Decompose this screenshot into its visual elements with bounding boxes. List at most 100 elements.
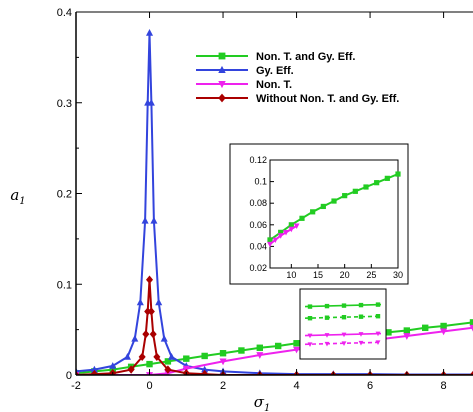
data-point (164, 358, 172, 365)
zoom-data-point (375, 314, 381, 319)
data-point (136, 298, 144, 306)
data-point (168, 353, 176, 360)
zoom-data-point (307, 304, 313, 309)
inset-data-point (267, 237, 273, 243)
inset-y-tick-label: 0.06 (249, 220, 267, 230)
data-point (219, 350, 227, 357)
series-line (76, 321, 473, 375)
inset-data-point (299, 215, 305, 221)
zoom-data-point (358, 332, 364, 337)
data-point (147, 98, 155, 106)
inset-x-tick-label: 30 (393, 270, 403, 280)
y-tick-label: 0 (66, 370, 72, 382)
data-point (155, 298, 163, 306)
inset-data-point (310, 209, 316, 215)
data-point (385, 329, 392, 336)
y-tick-label: 0.1 (57, 279, 72, 291)
inset-data-point (374, 180, 380, 186)
zoom-data-point (341, 303, 347, 308)
data-point (145, 29, 154, 36)
zoom-data-point (375, 340, 381, 345)
data-point (201, 352, 208, 360)
zoom-data-point (375, 302, 381, 307)
x-tick-label: 2 (220, 380, 226, 392)
legend-label: Without Non. T. and Gy. Eff. (256, 93, 399, 105)
legend: Non. T. and Gy. Eff. Gy. Eff. Non. T. Witho… (196, 51, 399, 105)
y-axis-title: a1 (10, 186, 25, 207)
data-point (127, 365, 135, 374)
data-point (138, 352, 146, 362)
zoom-data-point (375, 331, 381, 337)
legend-label: Non. T. (256, 79, 292, 91)
x-tick-label: 8 (441, 380, 447, 392)
inset-data-point (288, 226, 295, 233)
inset-chart: 10 15 20 25 30 0.02 0.04 0.06 0.08 0.1 0.12 (229, 143, 409, 285)
legend-marker (218, 93, 226, 103)
inset-y-tick-label: 0.02 (249, 263, 267, 273)
x-tick-label: 6 (367, 380, 373, 392)
x-axis-title: σ1 (254, 393, 271, 412)
inset-y-tick-label: 0.08 (249, 198, 267, 208)
series-line (76, 279, 473, 375)
inset-x-tick-label: 25 (366, 270, 376, 280)
zoom-data-point (324, 333, 330, 338)
data-point (201, 369, 209, 375)
data-point (164, 365, 172, 374)
data-point (150, 216, 158, 224)
data-point (469, 319, 473, 326)
zoom-data-point (307, 333, 313, 339)
data-point (422, 324, 429, 332)
inset-data-point (363, 184, 369, 190)
inset-data-point (384, 175, 390, 181)
data-point (90, 365, 98, 373)
zoom-data-point (341, 332, 347, 338)
y-tick-label: 0.2 (57, 189, 72, 201)
axes-layer: -2 0 2 4 6 800.10.20.30.4 (57, 7, 473, 392)
data-point (160, 334, 168, 342)
data-point (76, 370, 80, 375)
inset-axes (269, 159, 399, 269)
inset-y-tick-label: 0.12 (249, 155, 267, 165)
y-tick-label: 0.3 (57, 98, 72, 110)
inset-x-tick-label: 15 (313, 270, 323, 280)
zoom-data-point (358, 302, 364, 308)
legend-marker (218, 80, 226, 89)
zoom-data-point (341, 315, 347, 320)
legend-marker (218, 52, 226, 60)
data-point (147, 307, 155, 316)
data-point (403, 333, 411, 340)
data-point (403, 327, 411, 334)
data-point (440, 328, 448, 336)
inset-x-tick-label: 20 (340, 270, 350, 280)
data-point (183, 355, 190, 362)
legend-marker (218, 65, 226, 74)
data-point (256, 344, 263, 351)
inset-data-point (277, 233, 284, 239)
data-point (274, 342, 282, 350)
data-point (144, 307, 152, 316)
zoom-data-point (341, 341, 347, 346)
inset-frame (229, 143, 409, 285)
zoom-inset (299, 288, 387, 360)
data-point (123, 353, 131, 360)
data-point (141, 216, 149, 224)
data-point (440, 322, 447, 330)
data-point (109, 362, 117, 369)
data-point (238, 347, 245, 354)
inset-x-tick-label: 10 (286, 270, 296, 280)
zoom-data-point (307, 342, 313, 347)
legend-label: Non. T. and Gy. Eff. (256, 51, 355, 63)
inset-data-point (342, 193, 348, 199)
series-group (76, 29, 473, 375)
data-point (469, 324, 473, 332)
data-point (219, 358, 227, 366)
inset-data-point (267, 241, 273, 248)
inset-y-tick-label: 0.04 (249, 241, 267, 251)
inset-data-point (272, 237, 279, 244)
y-tick-label: 0.4 (57, 7, 72, 19)
inset-y-tick-label: 0.1 (254, 177, 267, 187)
data-point (293, 340, 300, 347)
data-point (153, 352, 161, 362)
inset-data-point (288, 222, 294, 228)
